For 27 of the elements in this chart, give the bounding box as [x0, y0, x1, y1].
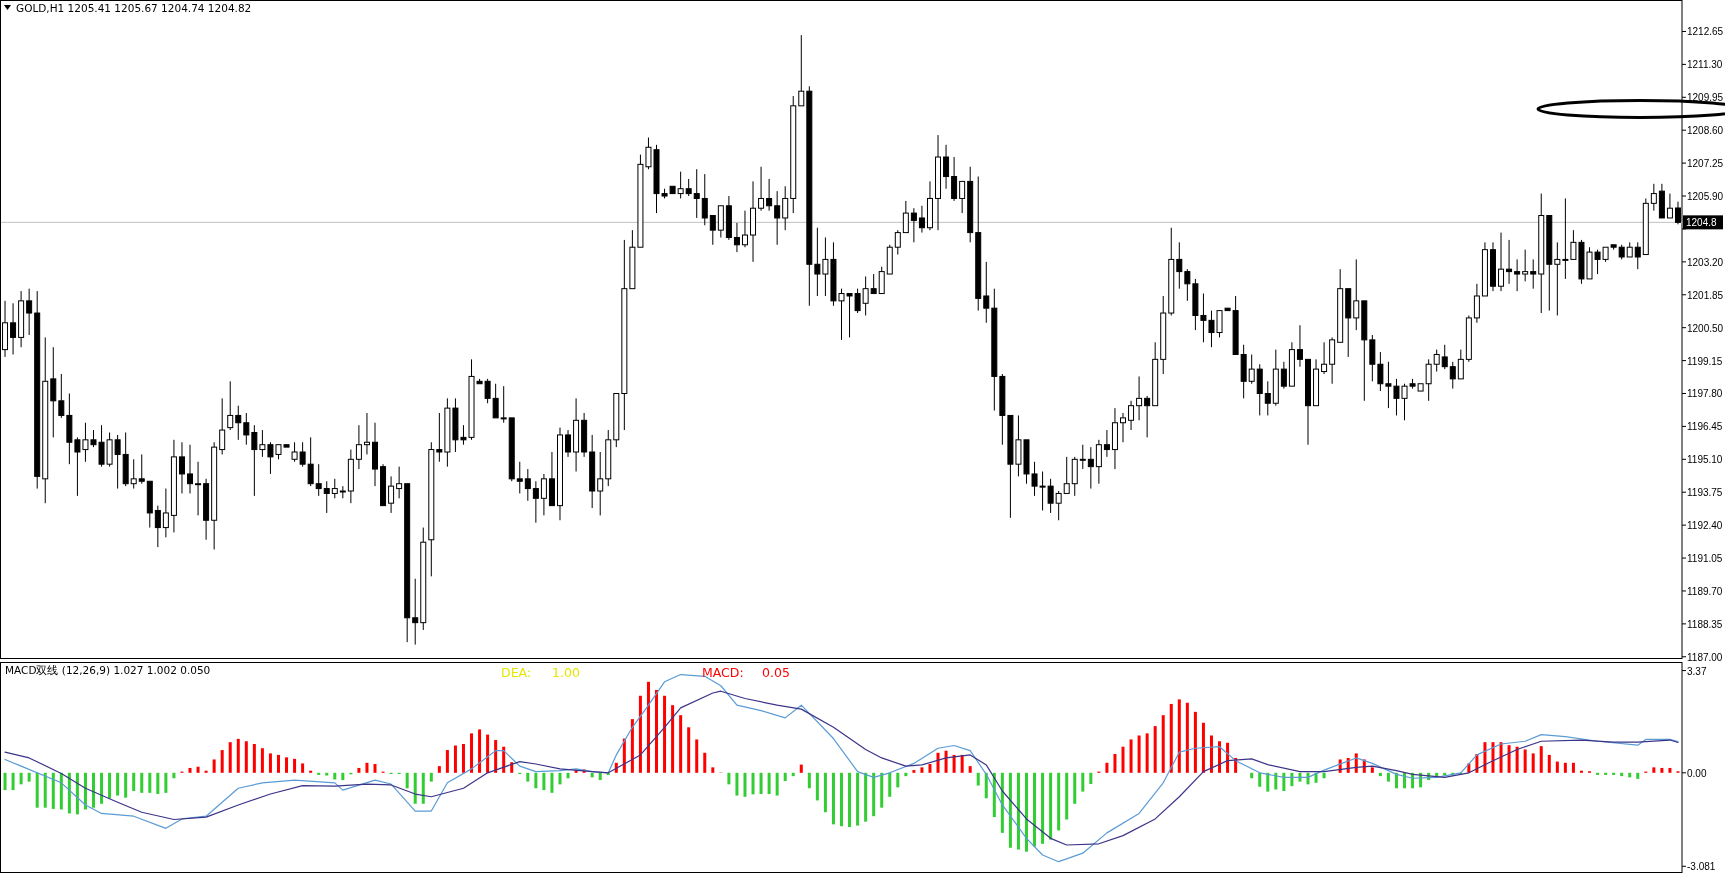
y-tick-label: 1188.35 — [1687, 618, 1723, 630]
y-tick-label: 1199.15 — [1687, 355, 1723, 367]
y-tick-label: 1212.65 — [1687, 26, 1724, 38]
y-tick-label: 1207.25 — [1687, 158, 1724, 170]
y-tick-label: 1200.50 — [1687, 322, 1724, 334]
y-tick-label: 0.00 — [1687, 767, 1707, 779]
y-tick-label: 1192.40 — [1687, 520, 1723, 532]
text: DEA: 1.00 — [501, 665, 580, 680]
y-tick-label: 1193.75 — [1687, 487, 1723, 499]
y-tick-label: 1191.05 — [1687, 553, 1723, 565]
y-tick-label: 1196.45 — [1687, 421, 1723, 433]
chart-title: GOLD,H1 1205.41 1205.67 1204.74 1204.82 — [16, 2, 252, 14]
chart-title: MACD双线 (12,26,9) 1.027 1.002 0.050 — [5, 664, 211, 676]
y-tick-label: 1195.10 — [1687, 454, 1723, 466]
y-tick-label: 1208.60 — [1687, 125, 1724, 137]
y-tick-label: 1189.70 — [1687, 585, 1723, 597]
y-tick-label: 1209.95 — [1687, 92, 1724, 104]
y-tick-label: 1197.80 — [1687, 388, 1723, 400]
ref-line-label: 1204.8 — [1686, 217, 1718, 229]
y-tick-label: 1187.00 — [1687, 651, 1723, 663]
y-tick-label: -3.081 — [1687, 861, 1716, 873]
text: MACD: 0.05 — [702, 665, 790, 680]
y-tick-label: 1205.90 — [1687, 191, 1724, 203]
y-tick-label: 1201.85 — [1687, 289, 1724, 301]
y-tick-label: 3.37 — [1687, 665, 1707, 677]
y-tick-label: 1211.30 — [1687, 59, 1723, 71]
y-tick-label: 1203.20 — [1687, 256, 1724, 268]
